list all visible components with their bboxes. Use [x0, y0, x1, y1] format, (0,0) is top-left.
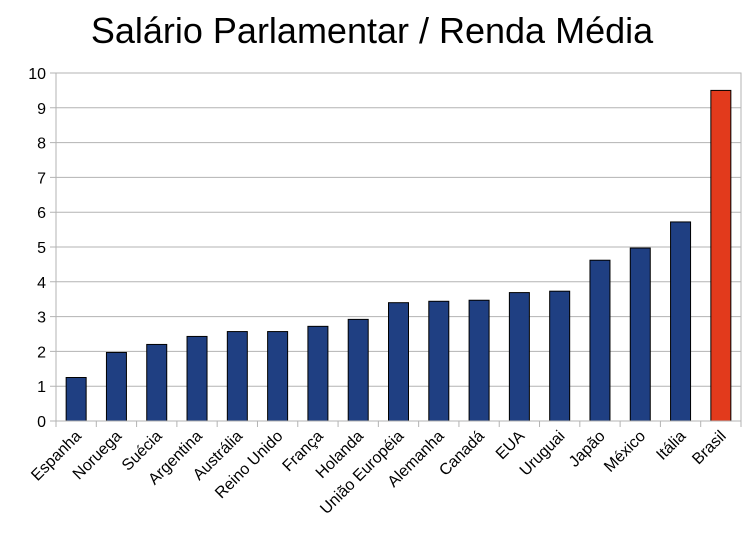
- bar-10: [468, 299, 490, 422]
- bar-12: [549, 290, 571, 422]
- x-tick-label: Uruguai: [517, 428, 569, 480]
- bar-15: [670, 221, 692, 422]
- y-tick-label: 8: [37, 136, 46, 153]
- x-tick-label: Brasil: [689, 428, 729, 468]
- x-tick-label: EUA: [493, 428, 529, 464]
- y-tick-label: 3: [37, 310, 46, 327]
- bar-16: [710, 89, 732, 422]
- bar-1: [105, 351, 127, 422]
- x-tick-label: Canadá: [436, 428, 488, 480]
- bar-2: [146, 343, 168, 422]
- y-tick-label: 9: [37, 101, 46, 118]
- y-tick-label: 6: [37, 205, 46, 222]
- y-tick-label: 7: [37, 170, 46, 187]
- bar-13: [589, 259, 611, 422]
- bar-7: [347, 318, 369, 422]
- bar-6: [307, 325, 329, 422]
- y-tick-label: 5: [37, 240, 46, 257]
- y-tick-label: 2: [37, 344, 46, 361]
- x-axis-labels: EspanhaNoruegaSuéciaArgentinaAustráliaRe…: [28, 428, 729, 518]
- bars: [65, 89, 732, 422]
- y-tick-label: 0: [37, 414, 46, 431]
- y-tick-label: 10: [28, 66, 46, 83]
- plot-frame: [55, 72, 742, 422]
- x-tick-label: México: [601, 428, 649, 476]
- x-tick-label: Itália: [653, 428, 689, 464]
- y-tick-label: 1: [37, 379, 46, 396]
- bar-0: [65, 377, 87, 422]
- axes: [55, 72, 742, 427]
- bar-14: [629, 247, 651, 422]
- bar-5: [267, 331, 289, 422]
- chart-title: Salário Parlamentar / Renda Média: [90, 10, 654, 51]
- bar-11: [508, 292, 530, 422]
- y-axis-ticks: 0 1 2 3 4 5 6 7 8 9 10: [28, 66, 46, 431]
- y-tick-label: 4: [37, 275, 46, 292]
- bar-8: [388, 302, 409, 422]
- bar-9: [428, 300, 450, 422]
- bar-4: [226, 331, 248, 422]
- bar-3: [186, 335, 208, 422]
